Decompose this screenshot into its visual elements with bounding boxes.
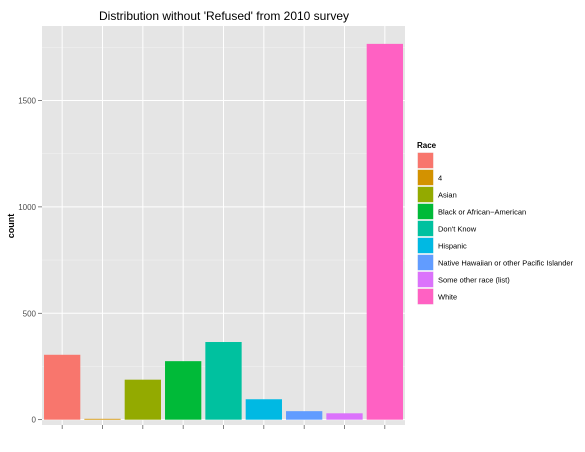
bar	[44, 354, 81, 420]
y-tick-label: 1500	[18, 96, 36, 105]
legend-label: Don't Know	[438, 225, 477, 234]
major-gridlines	[42, 26, 405, 425]
x-axis	[61, 425, 386, 429]
legend-swatch	[417, 152, 434, 169]
chart-title: Distribution without 'Refused' from 2010…	[99, 9, 349, 23]
bar	[124, 379, 161, 420]
legend-swatch	[417, 220, 434, 237]
legend-swatch	[417, 186, 434, 203]
legend-label: Hispanic	[438, 242, 467, 251]
bars	[44, 43, 403, 420]
y-tick-label: 1000	[18, 203, 36, 212]
legend-label: Asian	[438, 191, 457, 200]
bar	[84, 418, 121, 420]
y-tick-label: 500	[23, 309, 37, 318]
legend-swatch	[417, 288, 434, 305]
legend-swatch	[417, 203, 434, 220]
bar	[326, 413, 363, 420]
legend-title: Race	[417, 141, 437, 150]
legend-label: White	[438, 293, 457, 302]
legend-swatch	[417, 169, 434, 186]
legend-swatch	[417, 271, 434, 288]
legend-label: Native Hawaiian or other Pacific Islande…	[438, 259, 574, 268]
bar	[205, 342, 242, 420]
legend-label: 4	[438, 174, 442, 183]
bar	[245, 399, 282, 420]
y-tick-label: 0	[32, 416, 37, 425]
bar	[286, 411, 323, 420]
bar	[366, 43, 403, 420]
bar	[165, 361, 202, 420]
legend: Race 4 Asian Black or African−American Don'…	[416, 141, 574, 306]
legend-label: Black or African−American	[438, 208, 526, 217]
legend-swatch	[417, 237, 434, 254]
legend-label: Some other race (list)	[438, 276, 510, 285]
legend-swatch	[417, 254, 434, 271]
y-axis: 0 500 1000 1500	[18, 96, 42, 425]
y-axis-title: count	[6, 214, 16, 239]
